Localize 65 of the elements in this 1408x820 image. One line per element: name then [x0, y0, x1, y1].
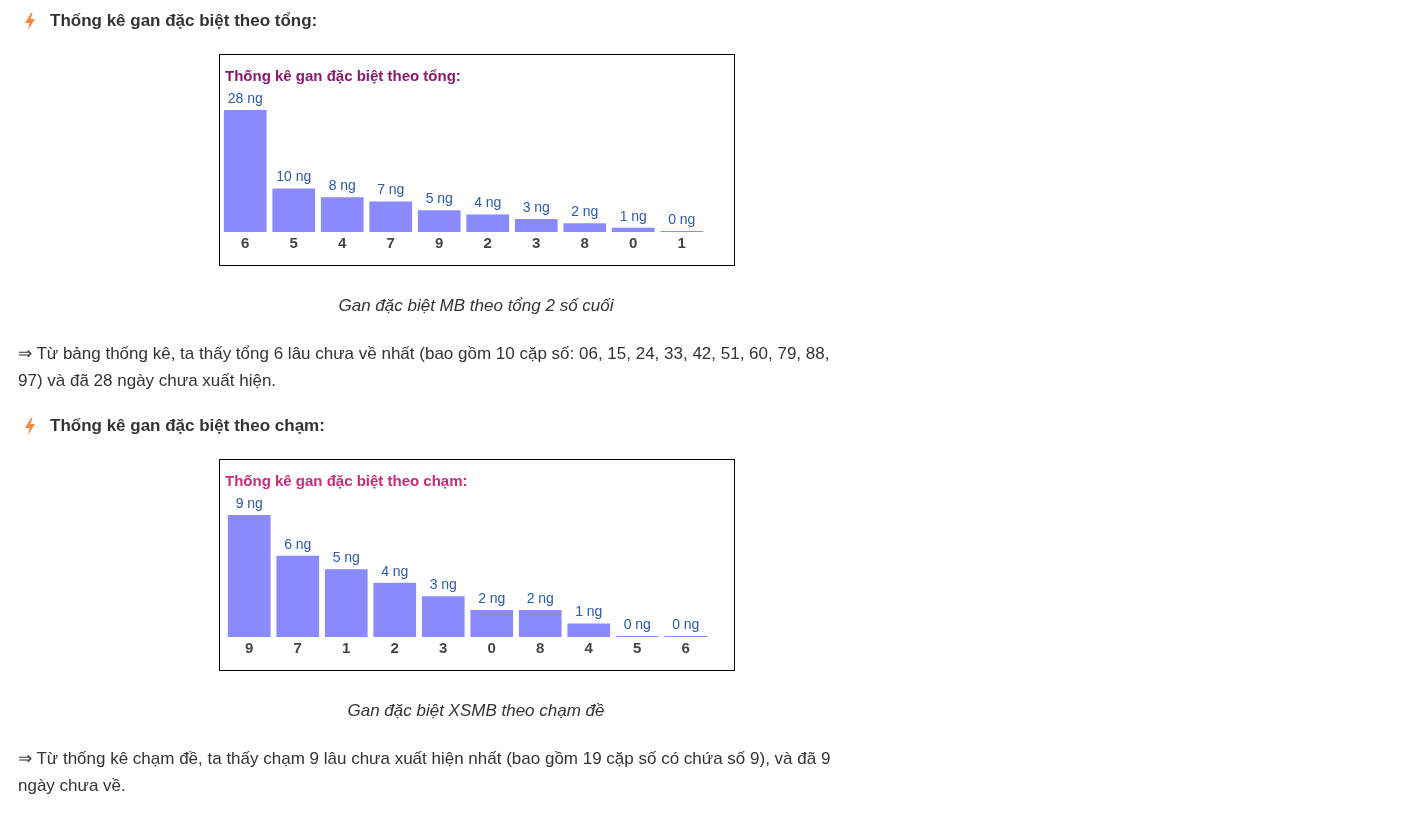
bar — [518, 609, 562, 637]
text: Gan đặc biệt XSMB theo chạm đề — [346, 700, 606, 722]
x-tick-label: 5 — [289, 234, 298, 252]
data-label: 2 ng — [526, 589, 554, 606]
bar — [227, 515, 271, 637]
data-label: 2 ng — [478, 589, 506, 606]
x-tick-label: 9 — [435, 234, 444, 252]
data-label: 7 ng — [377, 181, 405, 198]
x-tick-label: 4 — [584, 639, 594, 657]
text: Thống kê gan đặc biệt theo tổng: — [50, 11, 318, 31]
data-label: 8 ng — [328, 177, 356, 193]
data-label: 1 ng — [619, 207, 647, 224]
data-label: 0 ng — [672, 615, 700, 632]
bar — [223, 110, 267, 232]
data-label: 4 ng — [474, 194, 502, 211]
x-tick-label: 1 — [342, 639, 351, 657]
text: Gan đặc biệt MB theo tổng 2 số cuối — [337, 295, 615, 317]
x-tick-label: 5 — [633, 639, 642, 657]
bar — [611, 227, 655, 232]
x-tick-label: 2 — [390, 639, 399, 657]
x-tick-label: 2 — [483, 234, 492, 252]
x-tick-label: 7 — [293, 639, 302, 657]
data-label: 5 ng — [425, 190, 453, 207]
bar — [276, 555, 320, 637]
data-label: 28 ng — [227, 89, 263, 106]
x-tick-label: 0 — [629, 234, 638, 252]
x-tick-label: 6 — [681, 639, 690, 657]
chart-title: Thống kê gan đặc biệt theo tổng: — [225, 67, 461, 85]
bar — [369, 201, 413, 232]
data-label: 10 ng — [276, 168, 312, 185]
x-tick-label: 4 — [338, 234, 348, 252]
bar — [470, 609, 514, 637]
bar — [567, 623, 611, 637]
text: ⇒ Từ thống kê chạm đề, ta thấy chạm 9 lâu chưa xuất hiện nhất (bao gồm 19 cặp số có chứa số 9), và đã 9 ngày chưa về. — [18, 748, 832, 797]
data-label: 3 ng — [429, 576, 457, 593]
data-label: 0 ng — [668, 210, 696, 227]
x-tick-label: 9 — [245, 639, 254, 657]
x-tick-label: 8 — [536, 639, 545, 657]
bar — [272, 188, 316, 232]
data-label: 0 ng — [623, 615, 651, 632]
bar — [514, 218, 558, 232]
x-tick-label: 6 — [241, 234, 250, 252]
bar — [373, 582, 417, 637]
x-tick-label: 3 — [532, 234, 541, 252]
x-tick-label: 3 — [439, 639, 448, 657]
bar — [421, 596, 465, 637]
x-tick-label: 0 — [487, 639, 496, 657]
bar — [563, 223, 607, 232]
bar — [324, 569, 368, 637]
bar — [417, 210, 461, 232]
chart-title: Thống kê gan đặc biệt theo chạm: — [225, 472, 468, 490]
bar — [466, 214, 510, 232]
x-tick-label: 7 — [386, 234, 395, 252]
data-label: 5 ng — [332, 549, 360, 566]
data-label: 6 ng — [284, 535, 312, 552]
text: ⇒ Từ bảng thống kê, ta thấy tổng 6 lâu chưa về nhất (bao gồm 10 cặp số: 06, 15, 24, 33, 42, 51, 60, 79, 88, 97) và đã 28 ngày chưa xuất hiện. — [18, 343, 831, 392]
x-tick-label: 8 — [580, 234, 589, 252]
x-tick-label: 1 — [677, 234, 686, 252]
text: Thống kê gan đặc biệt theo chạm: — [50, 416, 325, 436]
data-label: 9 ng — [235, 494, 263, 511]
data-label: 3 ng — [522, 198, 550, 215]
data-label: 1 ng — [575, 603, 603, 620]
data-label: 2 ng — [571, 203, 599, 220]
data-label: 4 ng — [381, 562, 409, 579]
bar — [320, 197, 364, 232]
